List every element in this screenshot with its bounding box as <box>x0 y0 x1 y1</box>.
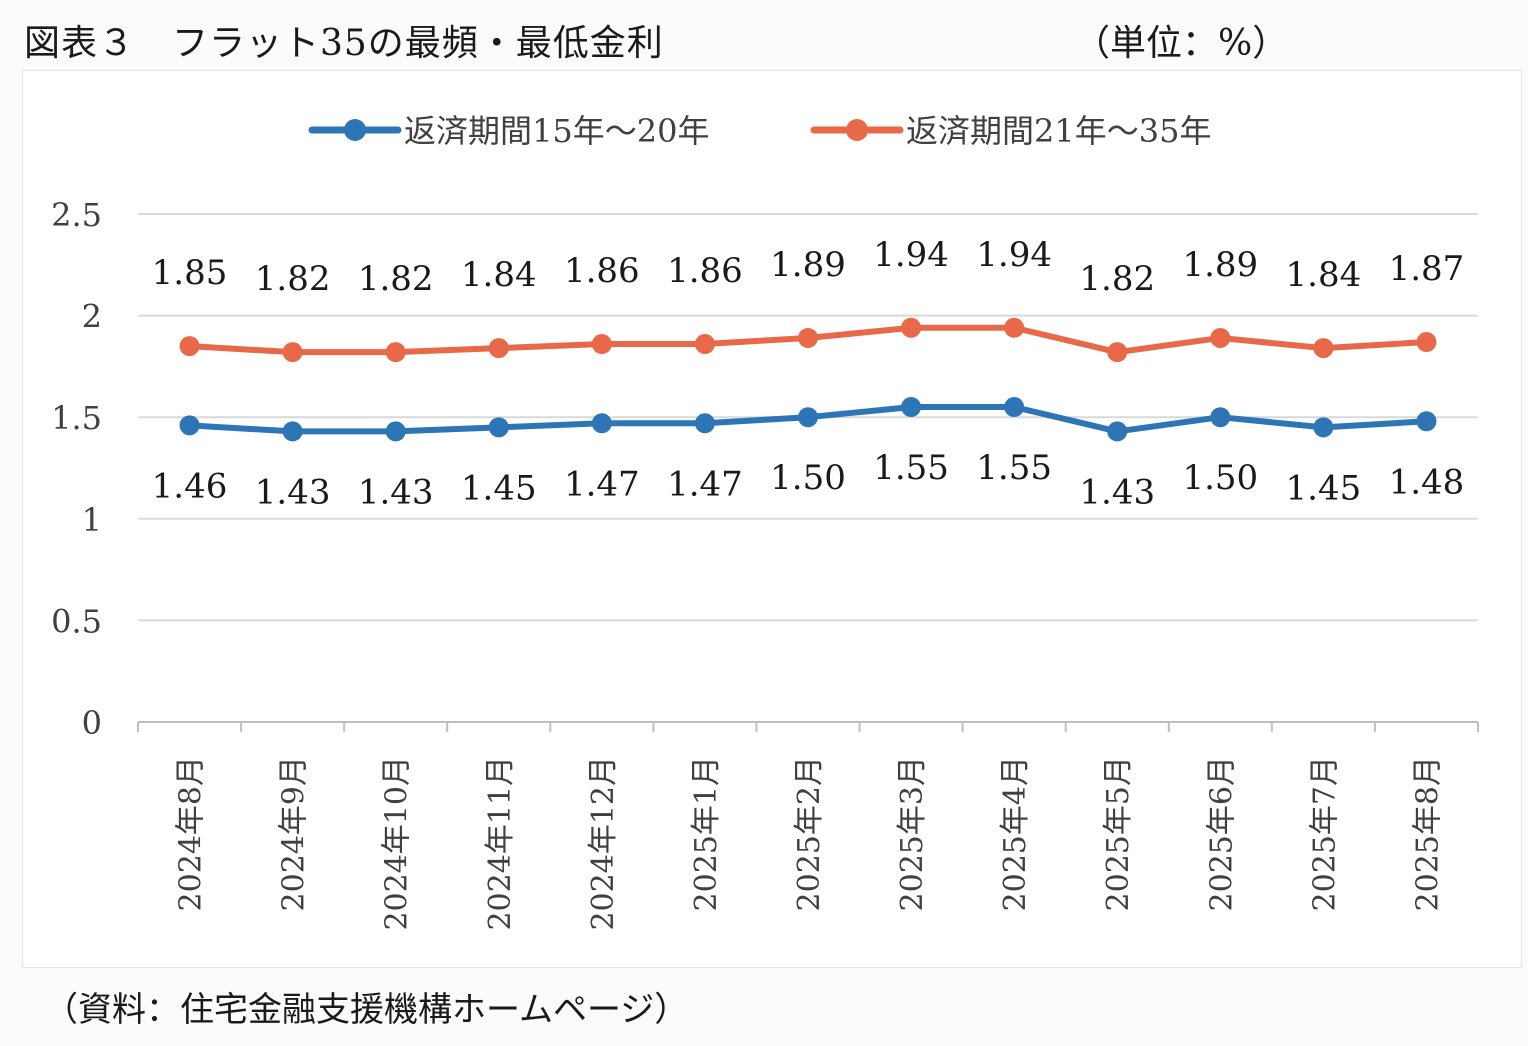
data-label: 1.86 <box>667 251 743 291</box>
data-label: 1.47 <box>667 464 743 504</box>
y-tick-label: 1.5 <box>51 399 102 437</box>
chart-header: 図表３ フラット35の最頻・最低金利 （単位：%） <box>24 8 1504 64</box>
x-tick-label: 2025年7月 <box>1307 756 1342 911</box>
data-label: 1.45 <box>1286 468 1362 508</box>
data-point <box>1004 397 1025 418</box>
data-label: 1.87 <box>1389 249 1465 289</box>
legend-marker <box>344 119 366 141</box>
data-point <box>1107 421 1128 442</box>
data-label: 1.82 <box>255 259 331 299</box>
data-label: 1.82 <box>1079 259 1155 299</box>
x-tick-label: 2025年5月 <box>1101 756 1136 911</box>
data-point <box>901 317 922 338</box>
legend-label: 返済期間21年～35年 <box>906 112 1211 150</box>
data-point <box>488 417 509 438</box>
data-label: 1.55 <box>873 448 949 488</box>
unit-note: （単位：%） <box>1074 23 1289 64</box>
data-point <box>385 342 406 363</box>
data-point <box>282 421 303 442</box>
y-tick-label: 1 <box>82 501 102 539</box>
data-point <box>798 327 818 348</box>
x-tick-label: 2025年2月 <box>792 756 827 911</box>
data-point <box>591 334 612 355</box>
data-point <box>694 334 715 355</box>
data-point <box>1107 342 1128 363</box>
data-point <box>1004 317 1025 338</box>
data-label: 1.50 <box>1182 458 1258 498</box>
x-tick-label: 2025年6月 <box>1204 756 1239 911</box>
data-label: 1.47 <box>564 464 640 504</box>
legend-marker <box>846 119 868 141</box>
data-point <box>1210 327 1231 348</box>
x-tick-label: 2024年8月 <box>174 756 209 911</box>
data-label: 1.94 <box>873 235 949 275</box>
source-note: （資料：住宅金融支援機構ホームページ） <box>44 990 689 1030</box>
data-point <box>901 397 922 418</box>
data-point <box>1313 417 1334 438</box>
line-chart: 0 0.5 1 1.5 2 2.5 2024年8月 2024年9月 2024年10月 2024年1… <box>51 112 1479 931</box>
data-point <box>591 413 612 434</box>
data-label: 1.43 <box>1079 472 1155 512</box>
data-label: 1.55 <box>976 448 1052 488</box>
data-label: 1.82 <box>358 259 434 299</box>
data-point <box>1416 411 1437 432</box>
data-label: 1.89 <box>770 245 846 285</box>
data-label: 1.48 <box>1389 462 1465 502</box>
data-point <box>385 421 406 442</box>
x-tick-label: 2024年9月 <box>277 756 312 911</box>
data-point <box>488 338 509 359</box>
x-tick-label: 2024年11月 <box>483 756 518 931</box>
data-label: 1.94 <box>976 235 1052 275</box>
data-label: 1.86 <box>564 251 640 291</box>
data-label: 1.89 <box>1182 245 1258 285</box>
data-point <box>694 413 715 434</box>
data-point <box>1416 332 1437 353</box>
y-tick-label: 0.5 <box>51 602 102 640</box>
data-label: 1.85 <box>152 253 228 293</box>
data-point <box>1313 338 1334 359</box>
x-tick-label: 2025年3月 <box>895 756 930 911</box>
data-point <box>798 407 818 428</box>
data-point <box>282 342 303 363</box>
data-label: 1.84 <box>461 255 537 295</box>
data-point <box>1210 407 1231 428</box>
x-tick-label: 2024年10月 <box>380 756 415 931</box>
x-tick-label: 2024年12月 <box>586 756 621 931</box>
data-point <box>179 336 200 357</box>
data-label: 1.43 <box>358 472 434 512</box>
legend-label: 返済期間15年～20年 <box>404 112 709 150</box>
x-tick-label: 2025年1月 <box>689 756 724 911</box>
x-tick-label: 2025年4月 <box>998 756 1033 911</box>
data-label: 1.84 <box>1286 255 1362 295</box>
y-tick-label: 0 <box>82 704 102 742</box>
data-label: 1.45 <box>461 468 537 508</box>
x-tick-label: 2025年8月 <box>1410 756 1445 911</box>
data-label: 1.50 <box>770 458 846 498</box>
data-label: 1.43 <box>255 472 331 512</box>
data-label: 1.46 <box>152 466 228 506</box>
figure-title: 図表３ フラット35の最頻・最低金利 <box>24 23 664 64</box>
data-point <box>179 415 200 436</box>
y-tick-label: 2.5 <box>51 196 102 234</box>
y-tick-label: 2 <box>82 298 102 336</box>
